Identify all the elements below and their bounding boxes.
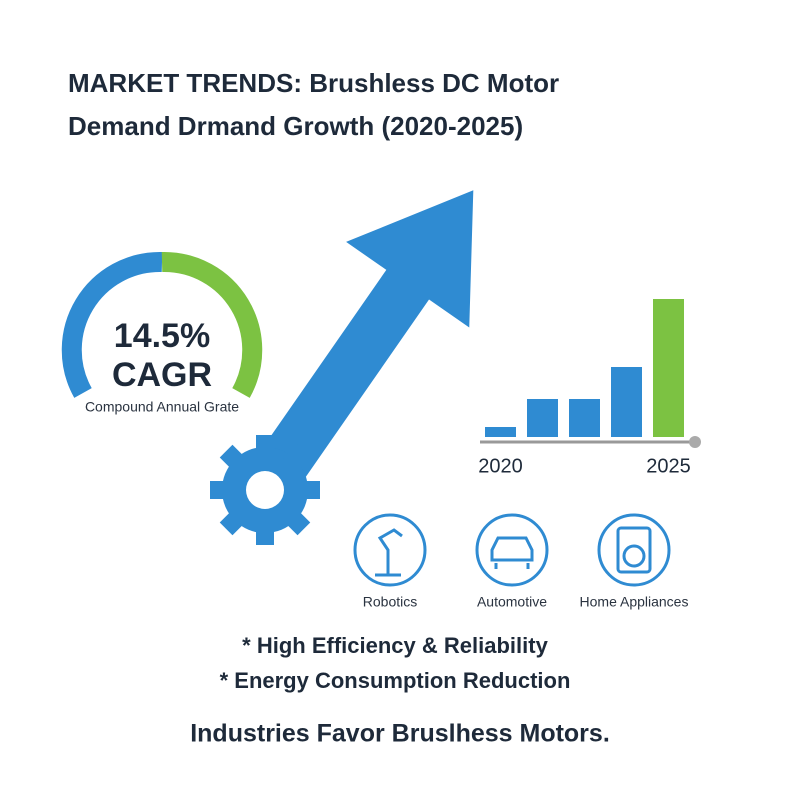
washer [616, 526, 652, 574]
gear-tooth [300, 481, 320, 499]
bullet: * Energy Consumption Reduction [220, 668, 571, 693]
title-line: MARKET TRENDS: Brushless DC Motor [68, 68, 559, 98]
x-tick-label: 2025 [646, 455, 691, 477]
footer: Industries Favor Bruslhess Motors. [190, 720, 610, 748]
industry-label: Automotive [477, 594, 547, 610]
growth-arrow [243, 190, 474, 505]
industry-label: Robotics [363, 594, 417, 610]
gear-tooth [283, 508, 311, 536]
bar [527, 399, 558, 437]
icon-automotive [475, 513, 549, 587]
gauge-value: 14.5% [114, 317, 210, 355]
axis-end [689, 436, 701, 448]
car [490, 536, 534, 569]
bullet: * High Efficiency & Reliability [242, 633, 548, 658]
icon-robotics [353, 513, 427, 587]
gear-tooth [219, 444, 247, 472]
icon-appliances [597, 513, 671, 587]
bar [653, 299, 684, 437]
gear-icon [210, 435, 320, 545]
gear-tooth [256, 525, 274, 545]
gauge-caption: Compound Annual Grate [85, 399, 239, 415]
bar [485, 427, 516, 437]
gear-tooth [283, 444, 311, 472]
robot-arm [375, 528, 403, 577]
bar [569, 399, 600, 437]
industry-label: Home Appliances [580, 594, 689, 610]
gauge-unit: CAGR [112, 356, 212, 394]
gear-tooth [256, 435, 274, 455]
gauge-arc [161, 251, 263, 398]
bar [611, 367, 642, 437]
washer-door [622, 544, 646, 568]
x-tick-label: 2020 [478, 455, 523, 477]
title-line: Demand Drmand Growth (2020-2025) [68, 111, 523, 141]
gear-tooth [219, 508, 247, 536]
gauge-arc [61, 251, 163, 398]
gear-tooth [210, 481, 230, 499]
